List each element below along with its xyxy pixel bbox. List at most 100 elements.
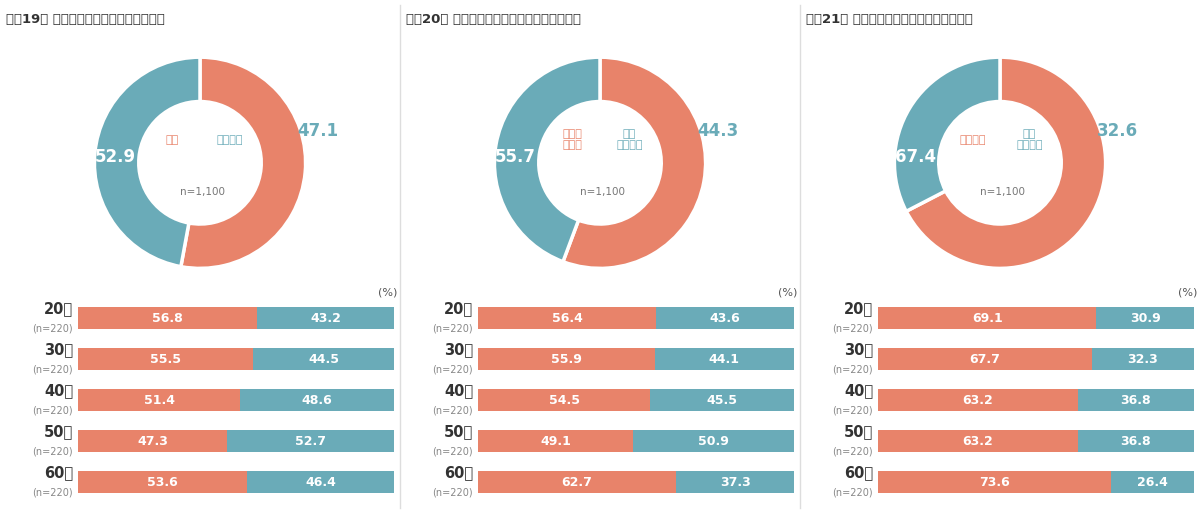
Text: 40代: 40代 — [844, 383, 874, 399]
Text: 56.4: 56.4 — [552, 311, 582, 325]
Text: (n=220): (n=220) — [432, 446, 473, 457]
Bar — [655, 348, 794, 370]
Bar — [1078, 430, 1194, 452]
Text: 36.8: 36.8 — [1121, 435, 1151, 448]
Bar — [878, 348, 1092, 370]
Text: 60代: 60代 — [844, 465, 874, 481]
Text: 26.4: 26.4 — [1136, 476, 1168, 489]
Text: (%): (%) — [378, 287, 397, 297]
Text: (n=220): (n=220) — [432, 323, 473, 333]
Text: 30代: 30代 — [44, 342, 73, 358]
Text: 52.9: 52.9 — [95, 148, 136, 167]
Text: 37.3: 37.3 — [720, 476, 750, 489]
Text: 良くなる: 良くなる — [959, 134, 985, 145]
Bar — [78, 389, 240, 411]
Bar — [656, 307, 794, 329]
Text: 20代: 20代 — [844, 301, 874, 317]
Text: (n=220): (n=220) — [833, 364, 874, 374]
Bar — [1110, 471, 1194, 494]
Bar — [253, 348, 394, 370]
Text: 55.7: 55.7 — [496, 148, 536, 167]
Text: 良く
なかった: 良く なかった — [617, 129, 643, 150]
Text: 46.4: 46.4 — [305, 476, 336, 489]
Text: (n=220): (n=220) — [32, 487, 73, 498]
Text: 良い年
だった: 良い年 だった — [563, 129, 582, 150]
Text: 30代: 30代 — [444, 342, 473, 358]
Text: 40代: 40代 — [444, 383, 473, 399]
Bar — [78, 307, 258, 329]
Text: 50.9: 50.9 — [698, 435, 730, 448]
Bar — [878, 430, 1078, 452]
Text: 63.2: 63.2 — [962, 435, 994, 448]
Text: 30代: 30代 — [844, 342, 874, 358]
Bar — [478, 307, 656, 329]
Text: 53.6: 53.6 — [148, 476, 178, 489]
Bar — [1078, 389, 1194, 411]
Text: (n=220): (n=220) — [833, 405, 874, 416]
Text: 55.9: 55.9 — [551, 352, 582, 366]
Text: 良く
ならない: 良く ならない — [1016, 129, 1043, 150]
Text: 60代: 60代 — [44, 465, 73, 481]
Text: 20代: 20代 — [44, 301, 73, 317]
Text: 44.3: 44.3 — [697, 122, 738, 140]
Text: 73.6: 73.6 — [979, 476, 1009, 489]
Text: (n=220): (n=220) — [833, 487, 874, 498]
Text: 36.8: 36.8 — [1121, 393, 1151, 407]
Text: 52.7: 52.7 — [295, 435, 326, 448]
Text: (n=220): (n=220) — [32, 446, 73, 457]
Text: 48.6: 48.6 — [302, 393, 332, 407]
Bar — [878, 307, 1097, 329]
Text: n=1,100: n=1,100 — [580, 187, 625, 198]
Text: 67.7: 67.7 — [970, 352, 1001, 366]
Wedge shape — [95, 57, 200, 267]
Text: ＜図20＞ 今年は去年と比べて良い年だった？: ＜図20＞ 今年は去年と比べて良い年だった？ — [406, 13, 581, 26]
Wedge shape — [894, 57, 1000, 211]
Text: 32.3: 32.3 — [1128, 352, 1158, 366]
Text: 63.2: 63.2 — [962, 393, 994, 407]
Bar — [478, 471, 676, 494]
Text: 54.5: 54.5 — [548, 393, 580, 407]
Text: n=1,100: n=1,100 — [180, 187, 224, 198]
Text: 50代: 50代 — [444, 424, 473, 440]
Text: 44.5: 44.5 — [308, 352, 340, 366]
Text: 67.4: 67.4 — [895, 148, 936, 167]
Text: (n=220): (n=220) — [833, 323, 874, 333]
Text: 56.8: 56.8 — [152, 311, 184, 325]
Wedge shape — [494, 57, 600, 262]
Text: 43.6: 43.6 — [709, 311, 740, 325]
Wedge shape — [906, 57, 1105, 268]
Text: (n=220): (n=220) — [432, 405, 473, 416]
Bar — [650, 389, 794, 411]
Text: 50代: 50代 — [44, 424, 73, 440]
Text: (n=220): (n=220) — [32, 323, 73, 333]
Text: 60代: 60代 — [444, 465, 473, 481]
Bar — [1092, 348, 1194, 370]
Text: 47.1: 47.1 — [298, 122, 338, 140]
Text: 行く: 行く — [166, 134, 179, 145]
Bar — [78, 348, 253, 370]
Bar — [478, 430, 634, 452]
Text: 45.5: 45.5 — [707, 393, 738, 407]
Text: ＜図21＞ 来年は今年よりも良い年になる？: ＜図21＞ 来年は今年よりも良い年になる？ — [806, 13, 973, 26]
Bar — [878, 389, 1078, 411]
Bar — [634, 430, 794, 452]
Text: 51.4: 51.4 — [144, 393, 175, 407]
Bar — [78, 430, 228, 452]
Text: ＜図19＞ 来年は初詣に行く？行かない？: ＜図19＞ 来年は初詣に行く？行かない？ — [6, 13, 164, 26]
Text: 47.3: 47.3 — [137, 435, 168, 448]
Text: 49.1: 49.1 — [540, 435, 571, 448]
Text: (n=220): (n=220) — [833, 446, 874, 457]
Text: 20代: 20代 — [444, 301, 473, 317]
Text: 行かない: 行かない — [216, 134, 242, 145]
Bar — [478, 389, 650, 411]
Wedge shape — [181, 57, 306, 268]
Text: 62.7: 62.7 — [562, 476, 593, 489]
Text: (n=220): (n=220) — [32, 364, 73, 374]
Text: (n=220): (n=220) — [32, 405, 73, 416]
Text: 69.1: 69.1 — [972, 311, 1002, 325]
Text: (%): (%) — [779, 287, 798, 297]
Bar — [1097, 307, 1194, 329]
Text: (%): (%) — [1178, 287, 1198, 297]
Text: 50代: 50代 — [844, 424, 874, 440]
Bar — [478, 348, 655, 370]
